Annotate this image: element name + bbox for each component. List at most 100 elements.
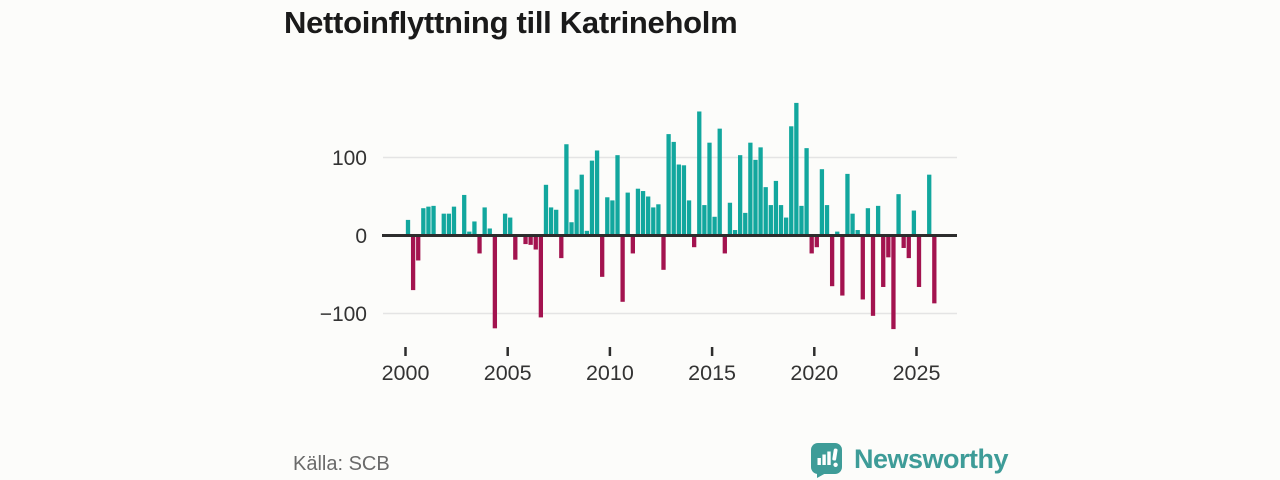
bar xyxy=(651,207,656,236)
bar xyxy=(768,205,773,236)
bar xyxy=(891,235,896,330)
bar xyxy=(697,111,702,236)
bar xyxy=(548,207,554,236)
bar xyxy=(410,235,416,291)
bar xyxy=(732,230,738,236)
bar xyxy=(860,235,865,300)
bar xyxy=(416,235,421,261)
x-tick-label: 2005 xyxy=(484,361,532,385)
bar xyxy=(763,187,768,236)
bar xyxy=(467,231,472,236)
bar xyxy=(405,219,411,236)
bar xyxy=(824,205,830,236)
bar xyxy=(819,169,825,236)
bar xyxy=(482,207,487,236)
bar xyxy=(814,235,819,248)
y-tick-label: 100 xyxy=(332,147,367,170)
bar xyxy=(906,235,911,259)
bar xyxy=(523,235,528,245)
bar xyxy=(671,141,676,236)
bar xyxy=(875,205,881,236)
bar xyxy=(778,205,784,236)
x-tick-label: 2015 xyxy=(688,361,736,385)
bar xyxy=(589,160,595,236)
bar xyxy=(579,174,584,236)
bar xyxy=(717,128,722,236)
bar xyxy=(656,204,661,236)
bar xyxy=(574,189,579,236)
bar xyxy=(799,205,804,236)
logo-exclamation xyxy=(832,448,838,461)
logo-bar-1 xyxy=(817,458,821,465)
logo-bar-3 xyxy=(827,451,831,465)
source-label: Källa: SCB xyxy=(293,453,390,475)
bar xyxy=(927,174,932,236)
x-tick-label: 2000 xyxy=(382,361,430,385)
bar xyxy=(727,202,733,236)
bar xyxy=(666,134,671,236)
bar xyxy=(712,216,717,236)
bar xyxy=(584,230,589,236)
newsworthy-wordmark: Newsworthy xyxy=(854,444,1009,474)
bar xyxy=(615,155,620,236)
bar xyxy=(502,213,508,236)
bar xyxy=(870,235,876,316)
bar xyxy=(559,235,564,259)
bar xyxy=(421,208,426,236)
bar xyxy=(543,184,549,236)
bar xyxy=(753,159,758,236)
bar xyxy=(794,102,799,236)
bar xyxy=(692,235,697,248)
bar xyxy=(610,200,615,236)
bar xyxy=(722,235,727,254)
newsworthy-branding: Newsworthy xyxy=(810,442,1009,478)
bar xyxy=(829,235,835,287)
bar xyxy=(477,235,482,254)
bar xyxy=(472,221,477,236)
bar xyxy=(625,192,630,236)
bar xyxy=(513,235,518,260)
bar xyxy=(492,235,498,329)
bar xyxy=(901,235,906,248)
bar xyxy=(446,213,452,236)
bar xyxy=(748,142,753,236)
bar xyxy=(554,209,559,236)
bar xyxy=(681,165,687,236)
bar xyxy=(630,235,635,254)
chart-title: Nettoinflyttning till Katrineholm xyxy=(284,5,738,40)
bar xyxy=(738,155,743,236)
bar xyxy=(916,235,922,287)
bar xyxy=(845,173,850,236)
bar xyxy=(886,235,891,258)
x-tick-label: 2025 xyxy=(893,361,941,385)
bar xyxy=(686,200,692,236)
bar xyxy=(605,197,610,236)
x-tick-label: 2020 xyxy=(790,361,838,385)
bar xyxy=(462,194,467,236)
bar xyxy=(487,228,492,236)
y-tick-label: 0 xyxy=(355,225,367,248)
bar xyxy=(426,206,431,236)
bar xyxy=(441,213,446,236)
bar xyxy=(569,222,574,236)
newsworthy-logo-icon xyxy=(811,443,842,478)
bar xyxy=(620,235,625,302)
bar xyxy=(835,231,840,236)
bar xyxy=(809,235,814,254)
bar xyxy=(451,206,457,236)
bar xyxy=(538,235,544,318)
bar xyxy=(758,147,763,236)
bar xyxy=(840,235,845,296)
bar xyxy=(804,148,809,236)
bar xyxy=(855,230,860,236)
bar xyxy=(783,217,789,236)
bar xyxy=(431,205,436,236)
bar xyxy=(676,164,681,236)
bar xyxy=(533,235,538,250)
bar xyxy=(702,205,707,236)
bar xyxy=(646,196,651,236)
bar xyxy=(528,235,533,245)
bar xyxy=(932,235,937,304)
bar xyxy=(707,142,712,236)
